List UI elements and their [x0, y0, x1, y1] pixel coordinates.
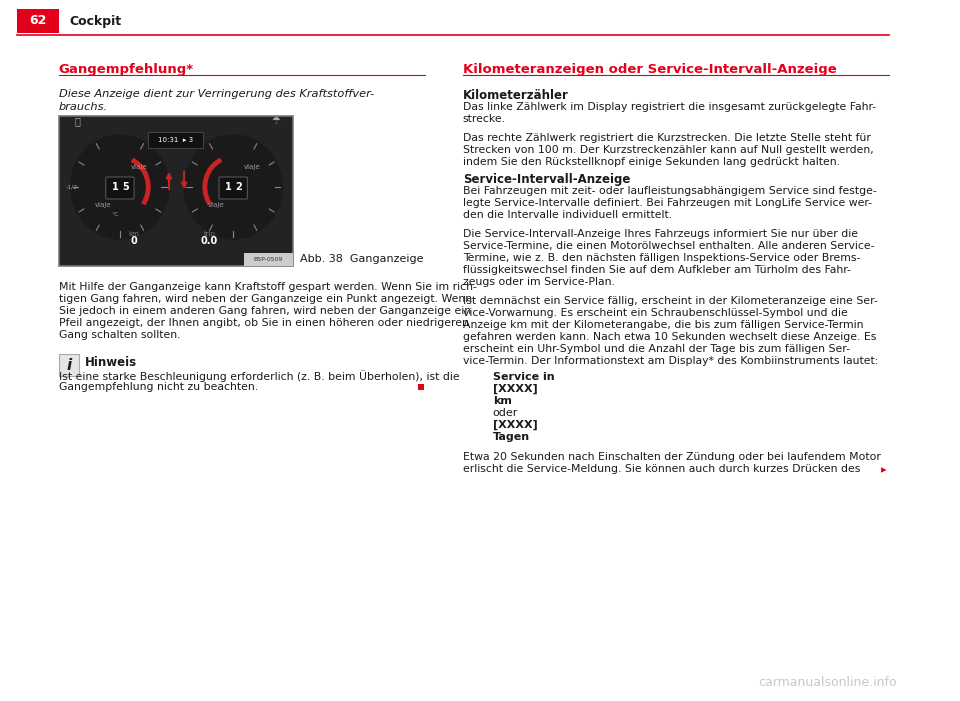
Text: strecke.: strecke. [463, 114, 506, 124]
Text: Pfeil angezeigt, der Ihnen angibt, ob Sie in einen höheren oder niedrigeren: Pfeil angezeigt, der Ihnen angibt, ob Si… [59, 318, 468, 328]
Text: zeugs oder im Service-Plan.: zeugs oder im Service-Plan. [463, 277, 614, 287]
FancyBboxPatch shape [219, 177, 248, 199]
Text: gefahren werden kann. Nach etwa 10 Sekunden wechselt diese Anzeige. Es: gefahren werden kann. Nach etwa 10 Sekun… [463, 332, 876, 342]
Text: Abb. 38  Ganganzeige: Abb. 38 Ganganzeige [300, 254, 423, 264]
Text: oder: oder [492, 408, 518, 418]
Text: Ist demnächst ein Service fällig, erscheint in der Kilometeranzeige eine Ser-: Ist demnächst ein Service fällig, ersche… [463, 296, 877, 306]
Text: viaje: viaje [131, 164, 147, 170]
Text: Diese Anzeige dient zur Verringerung des Kraftstoffver-: Diese Anzeige dient zur Verringerung des… [59, 89, 373, 99]
Text: Hinweis: Hinweis [85, 356, 137, 369]
Text: vice-Vorwarnung. Es erscheint ein Schraubenschlüssel-Symbol und die: vice-Vorwarnung. Es erscheint ein Schrau… [463, 308, 848, 318]
Text: tigen Gang fahren, wird neben der Ganganzeige ein Punkt angezeigt. Wenn: tigen Gang fahren, wird neben der Gangan… [59, 294, 471, 304]
Text: Service-Termine, die einen Motorölwechsel enthalten. Alle anderen Service-: Service-Termine, die einen Motorölwechse… [463, 241, 875, 251]
Text: Tagen: Tagen [492, 432, 530, 442]
Text: km: km [129, 231, 139, 237]
Text: Gangempfehlung nicht zu beachten.: Gangempfehlung nicht zu beachten. [59, 382, 257, 392]
Text: 2: 2 [235, 182, 242, 192]
FancyBboxPatch shape [17, 9, 59, 33]
Text: 10:31  ▸ 3: 10:31 ▸ 3 [158, 137, 193, 143]
Text: [XXXX]: [XXXX] [492, 420, 538, 430]
Text: viaje: viaje [95, 202, 111, 208]
Text: erscheint ein Uhr-Symbol und die Anzahl der Tage bis zum fälligen Ser-: erscheint ein Uhr-Symbol und die Anzahl … [463, 344, 850, 354]
Text: Kilometeranzeigen oder Service-Intervall-Anzeige: Kilometeranzeigen oder Service-Intervall… [463, 63, 836, 76]
Text: 1: 1 [225, 182, 232, 192]
Text: Ist eine starke Beschleunigung erforderlich (z. B. beim Überholen), ist die: Ist eine starke Beschleunigung erforderl… [59, 370, 459, 382]
Circle shape [71, 135, 169, 239]
FancyBboxPatch shape [244, 253, 293, 266]
Text: Etwa 20 Sekunden nach Einschalten der Zündung oder bei laufendem Motor: Etwa 20 Sekunden nach Einschalten der Zü… [463, 452, 880, 462]
Text: den die Intervalle individuell ermittelt.: den die Intervalle individuell ermittelt… [463, 210, 672, 220]
Text: ⛽: ⛽ [75, 116, 81, 126]
Text: Gang schalten sollten.: Gang schalten sollten. [59, 330, 180, 340]
Text: 0: 0 [131, 236, 137, 246]
Text: Sie jedoch in einem anderen Gang fahren, wird neben der Ganganzeige ein: Sie jedoch in einem anderen Gang fahren,… [59, 306, 470, 316]
Text: viaje: viaje [244, 164, 260, 170]
Text: km: km [492, 396, 512, 406]
Text: brauchs.: brauchs. [59, 102, 108, 112]
Text: Die Service-Intervall-Anzeige Ihres Fahrzeugs informiert Sie nur über die: Die Service-Intervall-Anzeige Ihres Fahr… [463, 229, 857, 239]
Text: 62: 62 [29, 15, 46, 27]
Text: carmanualsonline.info: carmanualsonline.info [758, 676, 897, 689]
Text: 1: 1 [111, 182, 119, 192]
Circle shape [184, 135, 282, 239]
Text: Gangempfehlung*: Gangempfehlung* [59, 63, 194, 76]
Text: -1/2: -1/2 [66, 184, 79, 189]
Text: legte Service-Intervalle definiert. Bei Fahrzeugen mit LongLife Service wer-: legte Service-Intervalle definiert. Bei … [463, 198, 872, 208]
Text: ☂: ☂ [272, 116, 280, 126]
Text: 5: 5 [122, 182, 129, 192]
Text: B5P-0509: B5P-0509 [253, 257, 283, 262]
Text: [XXXX]: [XXXX] [492, 384, 538, 394]
Text: Das rechte Zählwerk registriert die Kurzstrecken. Die letzte Stelle steht für: Das rechte Zählwerk registriert die Kurz… [463, 133, 871, 143]
Text: vice-Termin. Der Informationstext am Display* des Kombiinstruments lautet:: vice-Termin. Der Informationstext am Dis… [463, 356, 878, 366]
Text: Mit Hilfe der Ganganzeige kann Kraftstoff gespart werden. Wenn Sie im rich-: Mit Hilfe der Ganganzeige kann Kraftstof… [59, 282, 476, 292]
Text: Service-Intervall-Anzeige: Service-Intervall-Anzeige [463, 173, 630, 186]
FancyBboxPatch shape [106, 177, 134, 199]
FancyBboxPatch shape [59, 116, 293, 266]
Text: Strecken von 100 m. Der Kurzstreckenzähler kann auf Null gestellt werden,: Strecken von 100 m. Der Kurzstreckenzähl… [463, 145, 874, 155]
FancyBboxPatch shape [148, 132, 203, 148]
Text: °C: °C [111, 212, 119, 217]
Text: Das linke Zählwerk im Display registriert die insgesamt zurückgelegte Fahr-: Das linke Zählwerk im Display registrier… [463, 102, 876, 112]
Text: Termine, wie z. B. den nächsten fälligen Inspektions-Service oder Brems-: Termine, wie z. B. den nächsten fälligen… [463, 253, 860, 263]
Text: Cockpit: Cockpit [70, 15, 122, 27]
Text: indem Sie den Rückstellknopf einige Sekunden lang gedrückt halten.: indem Sie den Rückstellknopf einige Seku… [463, 157, 840, 167]
FancyBboxPatch shape [59, 354, 80, 376]
Text: erlischt die Service-Meldung. Sie können auch durch kurzes Drücken des: erlischt die Service-Meldung. Sie können… [463, 464, 860, 474]
Text: Service in: Service in [492, 372, 555, 382]
Text: 0.0: 0.0 [201, 236, 218, 246]
Text: viaje: viaje [208, 202, 225, 208]
Text: Kilometerzähler: Kilometerzähler [463, 89, 568, 102]
Text: i: i [66, 358, 72, 372]
Text: Bei Fahrzeugen mit zeit- oder laufleistungsabhängigem Service sind festge-: Bei Fahrzeugen mit zeit- oder laufleistu… [463, 186, 876, 196]
Text: flüssigkeitswechsel finden Sie auf dem Aufkleber am Türholm des Fahr-: flüssigkeitswechsel finden Sie auf dem A… [463, 265, 851, 275]
Text: Anzeige km mit der Kilometerangabe, die bis zum fälligen Service-Termin: Anzeige km mit der Kilometerangabe, die … [463, 320, 863, 330]
FancyBboxPatch shape [419, 384, 424, 390]
Text: trip: trip [204, 231, 216, 237]
